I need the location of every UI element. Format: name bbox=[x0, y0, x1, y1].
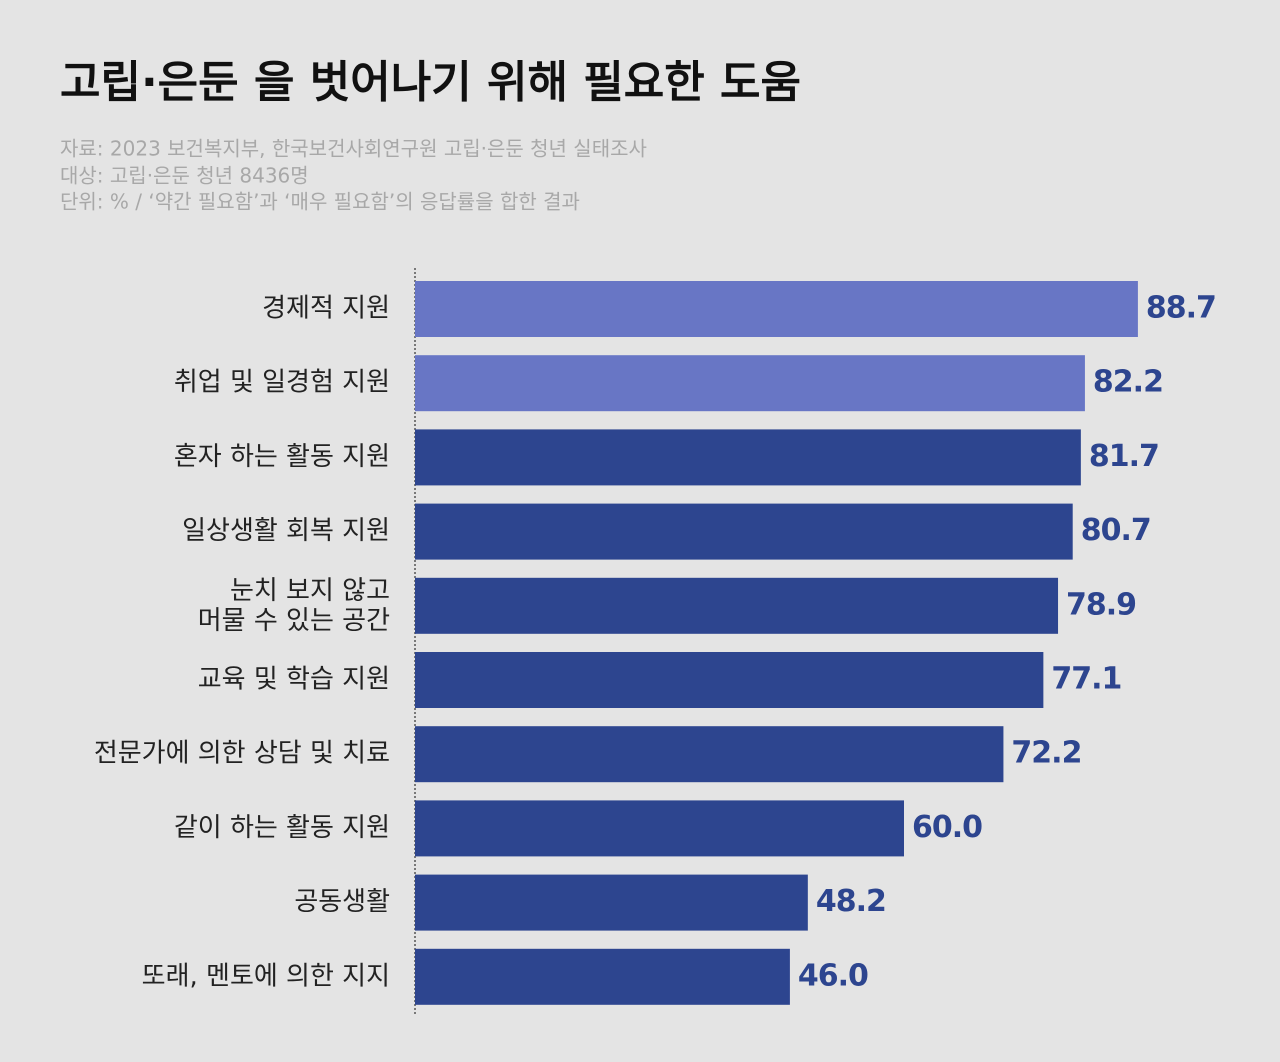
y-tick-label: 같이 하는 활동 지원 bbox=[174, 813, 390, 843]
y-tick-label: 교육 및 학습 지원 bbox=[198, 665, 390, 695]
y-tick-label: 경제적 지원 bbox=[262, 294, 390, 324]
bar bbox=[415, 355, 1085, 412]
value-label: 46.0 bbox=[798, 958, 868, 993]
note: 대상: 고립·은둔 청년 8436명 bbox=[60, 164, 309, 188]
value-label: 60.0 bbox=[912, 810, 982, 845]
value-label: 48.2 bbox=[816, 884, 886, 919]
value-label: 78.9 bbox=[1066, 587, 1136, 622]
y-tick-label: 취업 및 일경험 지원 bbox=[174, 368, 390, 398]
value-label: 77.1 bbox=[1051, 662, 1121, 697]
y-tick-label: 눈치 보지 않고 머물 수 있는 공간 bbox=[198, 575, 390, 635]
bar bbox=[415, 652, 1044, 708]
bar bbox=[415, 577, 1059, 634]
value-label: 72.2 bbox=[1011, 736, 1081, 771]
y-tick-label: 공동생활 bbox=[294, 887, 390, 917]
bar bbox=[415, 429, 1081, 486]
bar bbox=[415, 281, 1138, 337]
chart-title: 고립·은둔 을 벗어나기 위해 필요한 도움 bbox=[60, 57, 801, 108]
y-tick-label: 일상생활 회복 지원 bbox=[182, 516, 390, 546]
bar bbox=[415, 726, 1004, 783]
value-label: 81.7 bbox=[1089, 439, 1159, 474]
y-tick-label: 혼자 하는 활동 지원 bbox=[174, 442, 390, 472]
value-label: 88.7 bbox=[1146, 291, 1216, 326]
value-label: 80.7 bbox=[1081, 513, 1151, 548]
bar bbox=[415, 503, 1073, 560]
bar bbox=[415, 874, 808, 931]
note: 자료: 2023 보건복지부, 한국보건사회연구원 고립·은둔 청년 실태조사 bbox=[60, 137, 647, 161]
y-tick-label: 전문가에 의한 상담 및 치료 bbox=[94, 739, 390, 769]
bar bbox=[415, 948, 790, 1005]
note: 단위: % / ‘약간 필요함’과 ‘매우 필요함’의 응답률을 합한 결과 bbox=[60, 190, 580, 214]
value-label: 82.2 bbox=[1093, 365, 1163, 400]
y-tick-label: 또래, 멘토에 의한 지지 bbox=[142, 961, 390, 991]
bar bbox=[415, 800, 904, 857]
